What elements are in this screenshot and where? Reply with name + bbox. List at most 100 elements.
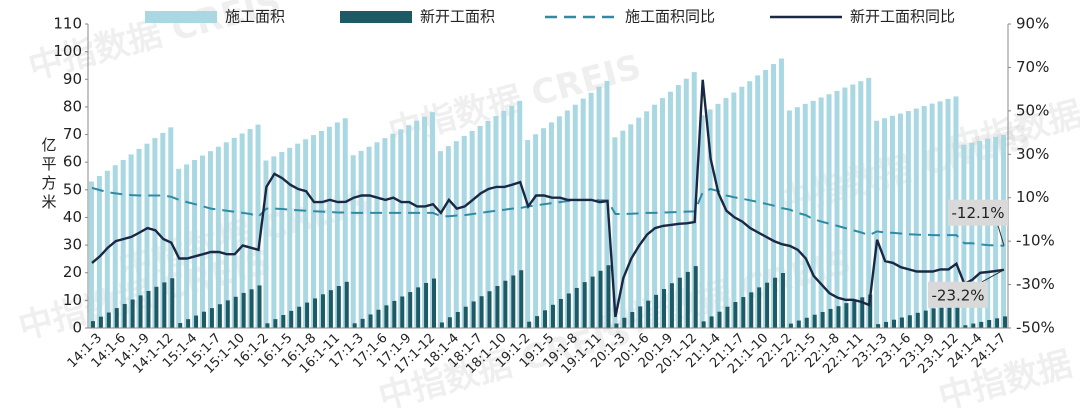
bar	[652, 104, 658, 328]
bar	[231, 137, 237, 328]
bar	[796, 320, 801, 328]
bar	[168, 127, 174, 328]
bar	[794, 107, 800, 328]
value-label-box	[928, 281, 989, 308]
bar	[511, 275, 516, 328]
bar	[106, 312, 111, 328]
bar	[939, 306, 944, 328]
bar	[439, 322, 444, 328]
bar	[588, 92, 594, 328]
bar	[408, 292, 413, 328]
bar	[667, 91, 673, 328]
bar	[913, 108, 919, 328]
y-tick-label: 90	[63, 70, 82, 88]
bar	[503, 280, 508, 328]
bar	[955, 301, 960, 328]
y-axis-label: 亿平方米	[40, 137, 58, 213]
bar	[963, 325, 968, 328]
bar	[812, 314, 817, 328]
y2-tick-label: -30%	[1016, 275, 1055, 293]
y-tick-label: 60	[63, 153, 82, 171]
bar	[685, 271, 690, 328]
line-series	[91, 186, 1005, 247]
bar	[487, 291, 492, 328]
y2-tick-label: 50%	[1016, 101, 1049, 119]
bar	[326, 126, 332, 328]
bar	[836, 306, 841, 328]
bar	[517, 100, 523, 328]
bar	[715, 103, 721, 329]
bar	[122, 303, 127, 328]
bar	[771, 64, 777, 328]
value-label-box	[948, 199, 1009, 226]
bar	[638, 306, 643, 328]
bar	[614, 323, 619, 328]
bar	[644, 111, 650, 329]
bar	[406, 125, 412, 328]
bar	[533, 134, 539, 328]
bar	[749, 292, 754, 328]
bar	[961, 144, 967, 328]
bar	[303, 139, 309, 328]
bar	[882, 118, 888, 329]
bar	[279, 151, 285, 328]
bar	[200, 155, 205, 328]
bar	[741, 297, 746, 328]
bar	[414, 120, 420, 329]
bar	[184, 164, 190, 328]
bar	[350, 155, 356, 328]
bar	[876, 324, 881, 328]
bar	[255, 124, 261, 328]
bar	[358, 150, 364, 328]
bar	[844, 303, 849, 328]
bar	[352, 323, 357, 328]
bar	[463, 306, 468, 328]
bar	[207, 151, 213, 328]
bar	[281, 315, 286, 328]
bar	[669, 283, 674, 328]
bar	[580, 98, 586, 328]
bar	[176, 168, 182, 328]
bar	[731, 92, 737, 329]
bar	[154, 286, 159, 328]
bar	[905, 111, 911, 329]
bar	[866, 77, 872, 329]
bar	[136, 148, 142, 328]
bar	[130, 299, 135, 328]
bar	[977, 140, 983, 328]
bar	[691, 72, 697, 328]
bar	[384, 305, 389, 328]
bar	[1001, 134, 1007, 328]
y-tick-label: 110	[53, 15, 82, 33]
bar	[162, 282, 167, 328]
bar	[287, 147, 293, 328]
bar	[437, 151, 443, 328]
bar	[461, 135, 467, 328]
bar	[763, 69, 769, 328]
bar	[342, 118, 348, 329]
bar	[289, 310, 294, 328]
bar	[233, 296, 238, 328]
bar	[733, 302, 738, 328]
bar	[430, 112, 435, 328]
bar	[241, 292, 246, 328]
legend-label: 新开工面积同比	[850, 8, 955, 26]
bar	[780, 273, 785, 328]
bar	[937, 101, 943, 328]
bar	[979, 321, 984, 328]
bar	[612, 137, 618, 328]
bar	[582, 282, 587, 328]
bar	[479, 296, 484, 328]
bar	[543, 310, 548, 328]
bar	[297, 306, 302, 328]
bar	[128, 154, 134, 328]
bar	[947, 303, 952, 328]
bar	[112, 165, 118, 328]
bar	[662, 289, 666, 328]
bar	[273, 319, 278, 328]
legend-swatch	[145, 11, 217, 23]
bar	[717, 311, 722, 328]
bar	[469, 130, 475, 328]
bar	[868, 294, 873, 328]
bar	[178, 323, 183, 328]
